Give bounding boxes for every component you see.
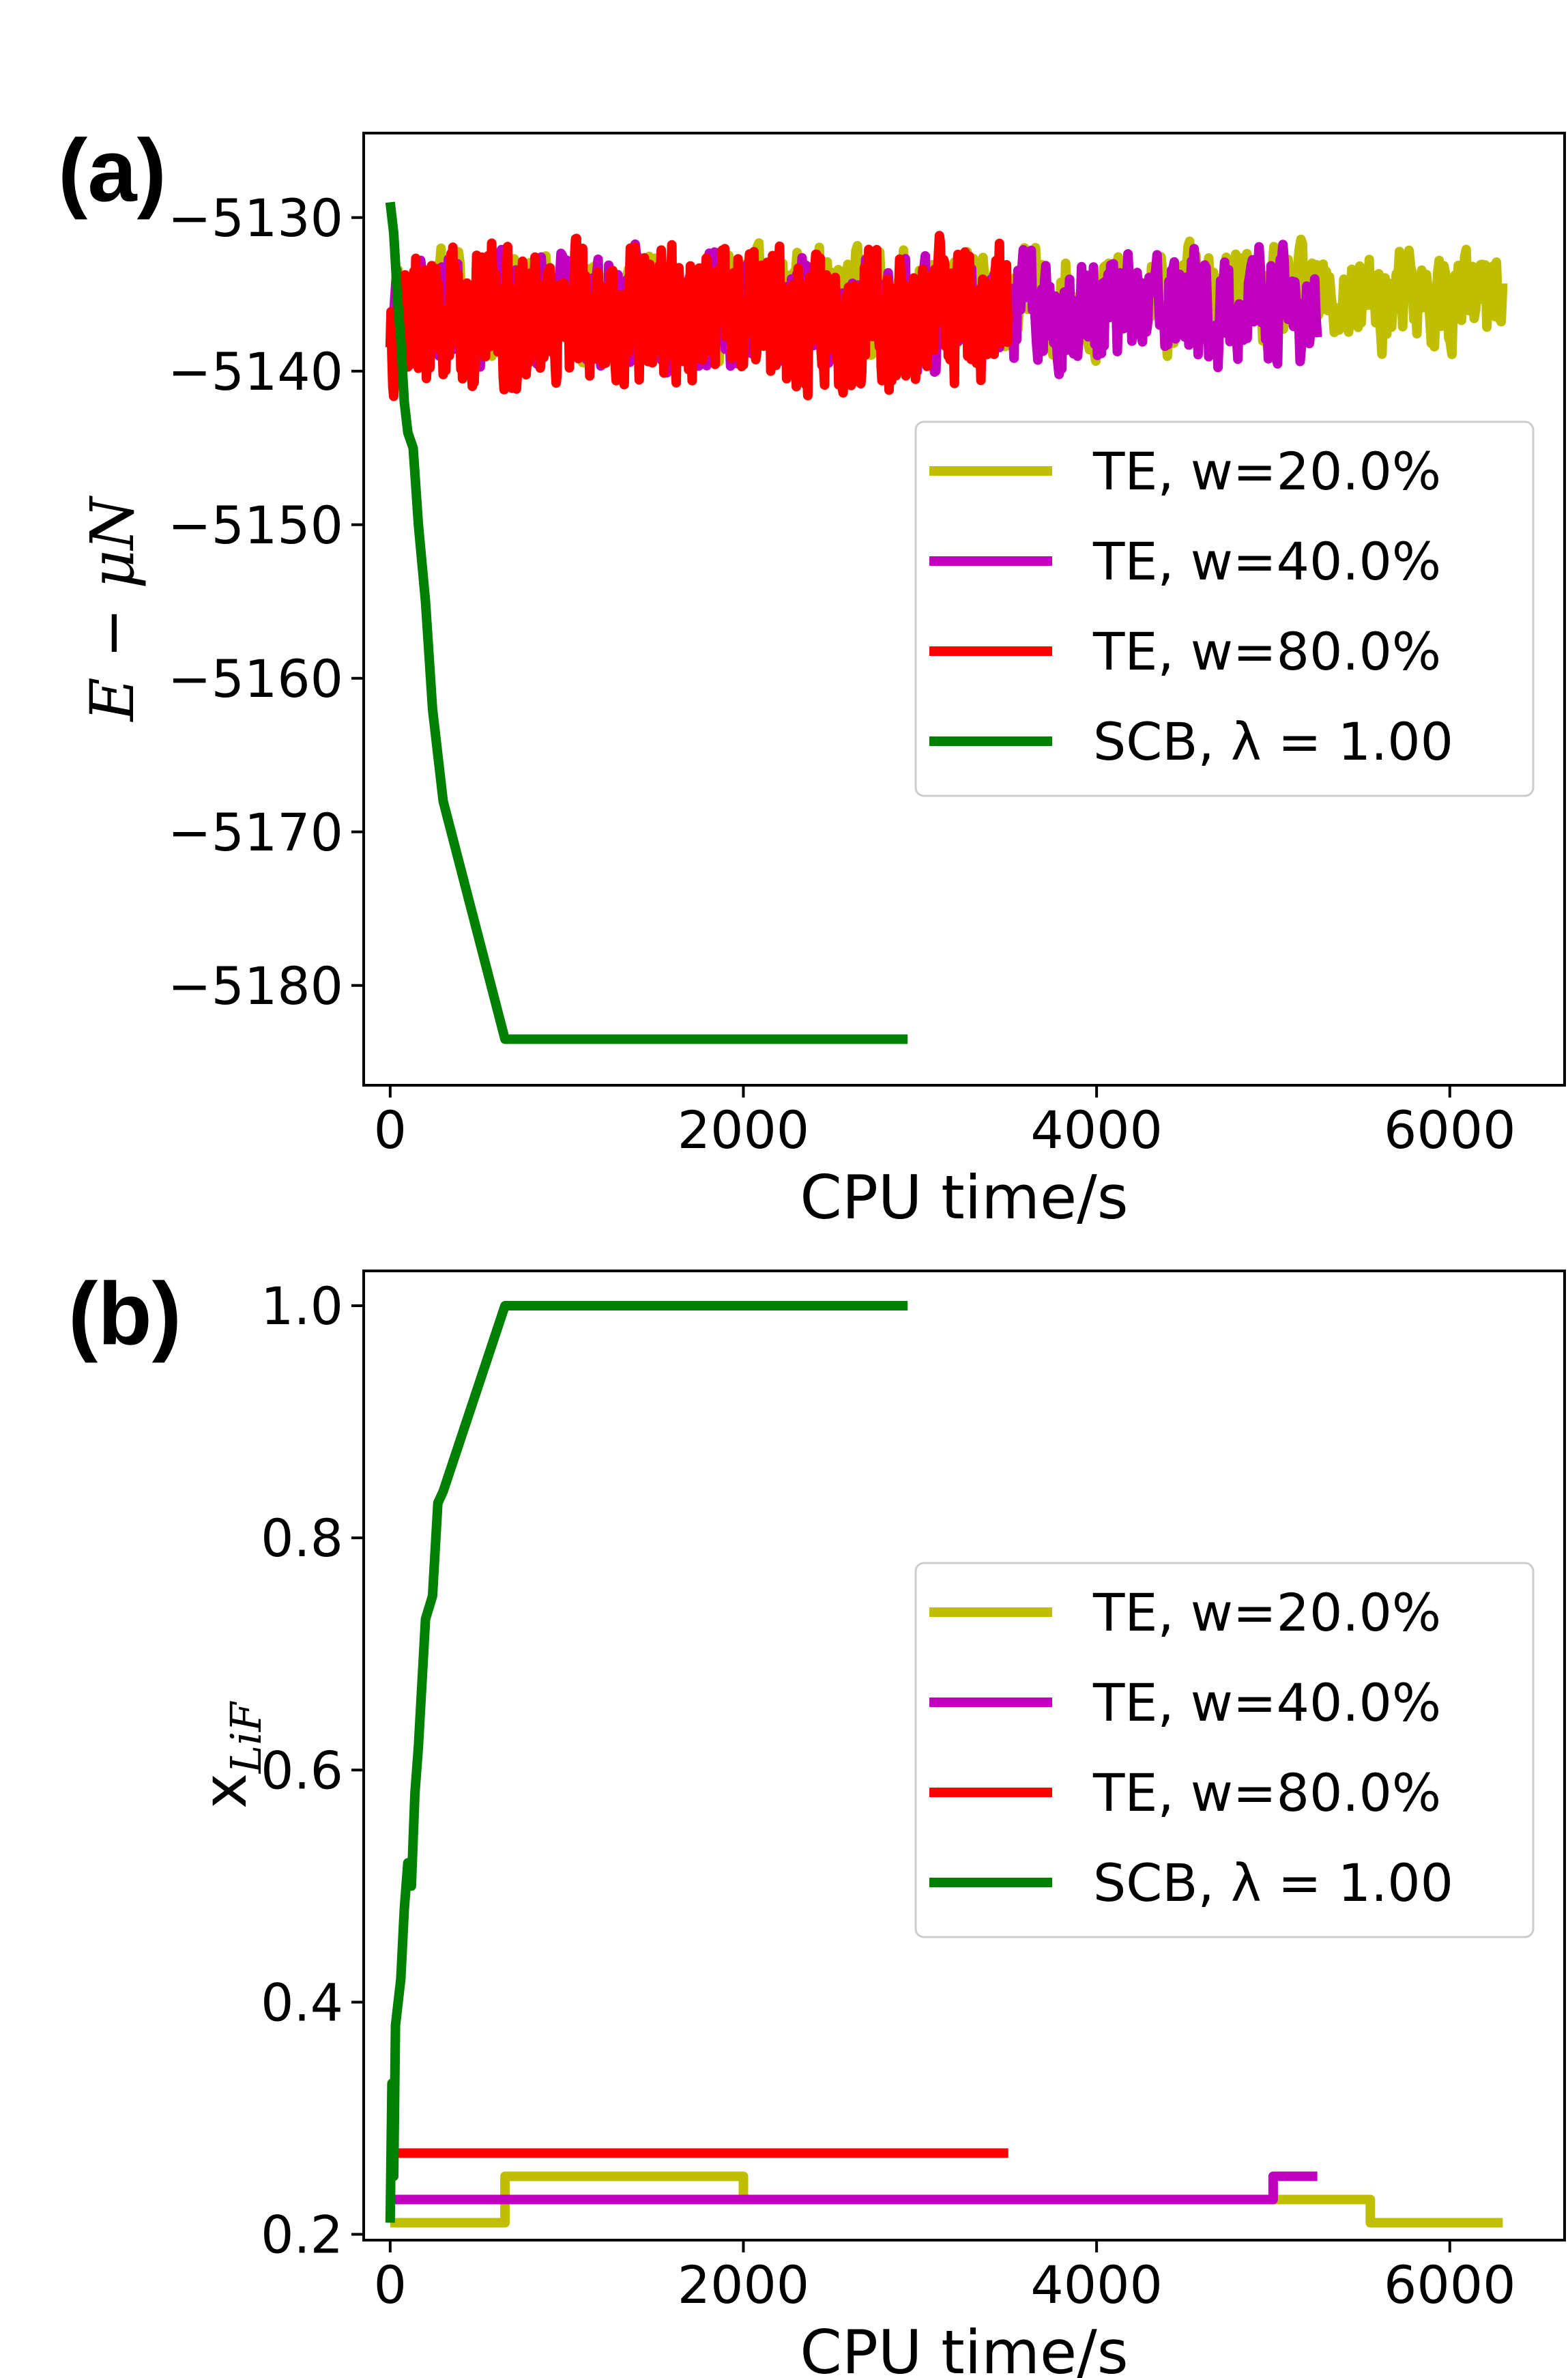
legend-entry-4: SCB, λ = 1.00	[1093, 1852, 1453, 1913]
plot-frame	[362, 1270, 1566, 2241]
y-tick-label: 0.2	[261, 2204, 343, 2265]
legend-entry-3: TE, w=80.0%	[1092, 1762, 1441, 1823]
legend-entry-2: TE, w=40.0%	[1092, 1672, 1441, 1733]
y-tick-label: 0.6	[261, 1740, 343, 1801]
x-tick-label: 0	[374, 2254, 407, 2315]
y-tick-label: −5170	[168, 802, 343, 863]
x-tick-label: 2000	[678, 2254, 809, 2315]
y-tick-label: −5140	[168, 341, 343, 402]
y-tick-label: −5150	[168, 495, 343, 556]
x-tick-label: 4000	[1030, 2254, 1162, 2315]
y-tick-label: −5130	[168, 188, 343, 248]
x-tick-label: 4000	[1030, 1100, 1162, 1160]
series-group	[385, 1301, 1503, 2228]
x-axis-label: CPU time/s	[800, 1162, 1128, 1233]
legend: TE, w=20.0% TE, w=40.0% TE, w=80.0% SCB, λ …	[914, 420, 1535, 797]
legend: TE, w=20.0% TE, w=40.0% TE, w=80.0% SCB, λ …	[914, 1562, 1535, 1938]
x-tick-label: 2000	[678, 1100, 809, 1160]
series-line-4	[385, 201, 908, 1044]
x-tick-label: 0	[374, 1100, 407, 1160]
y-tick-label: −5160	[168, 648, 343, 709]
series-line-3	[385, 231, 1013, 401]
x-tick-label: 6000	[1384, 2254, 1515, 2315]
legend-entry-3: TE, w=80.0%	[1092, 621, 1441, 682]
x-tick-label: 6000	[1384, 1100, 1515, 1160]
legend-entry-1: TE, w=20.0%	[1092, 441, 1441, 502]
legend-entry-4: SCB, λ = 1.00	[1093, 711, 1453, 772]
series-line-2	[390, 2171, 1318, 2205]
chart-panel-a: (a) 0 2000 4000 6000 −5130 −5140 −5150 −5160 −517…	[58, 120, 1566, 1233]
legend-box	[914, 420, 1535, 797]
x-axis-label: CPU time/s	[800, 2317, 1128, 2378]
chart-panel-b: (b) 0 2000 4000 6000 0.2 0.4 0.6 0.8 1.0 CPU time/…	[68, 1263, 1566, 2378]
panel-label: (b)	[68, 1263, 182, 1363]
y-axis-label: E − μN	[77, 495, 147, 722]
y-tick-label: 0.8	[261, 1508, 343, 1568]
series-group	[385, 201, 1508, 1044]
y-axis-label: xLiF	[190, 1701, 271, 1809]
y-tick-label: 0.4	[261, 1972, 343, 2033]
legend-box	[914, 1562, 1535, 1938]
y-tick-label: −5180	[168, 956, 343, 1016]
y-tick-label: 1.0	[261, 1276, 343, 1336]
panel-label: (a)	[58, 120, 166, 220]
plot-frame	[362, 132, 1566, 1087]
legend-entry-1: TE, w=20.0%	[1092, 1582, 1441, 1643]
legend-entry-2: TE, w=40.0%	[1092, 531, 1441, 592]
series-line-4	[385, 1301, 908, 2223]
